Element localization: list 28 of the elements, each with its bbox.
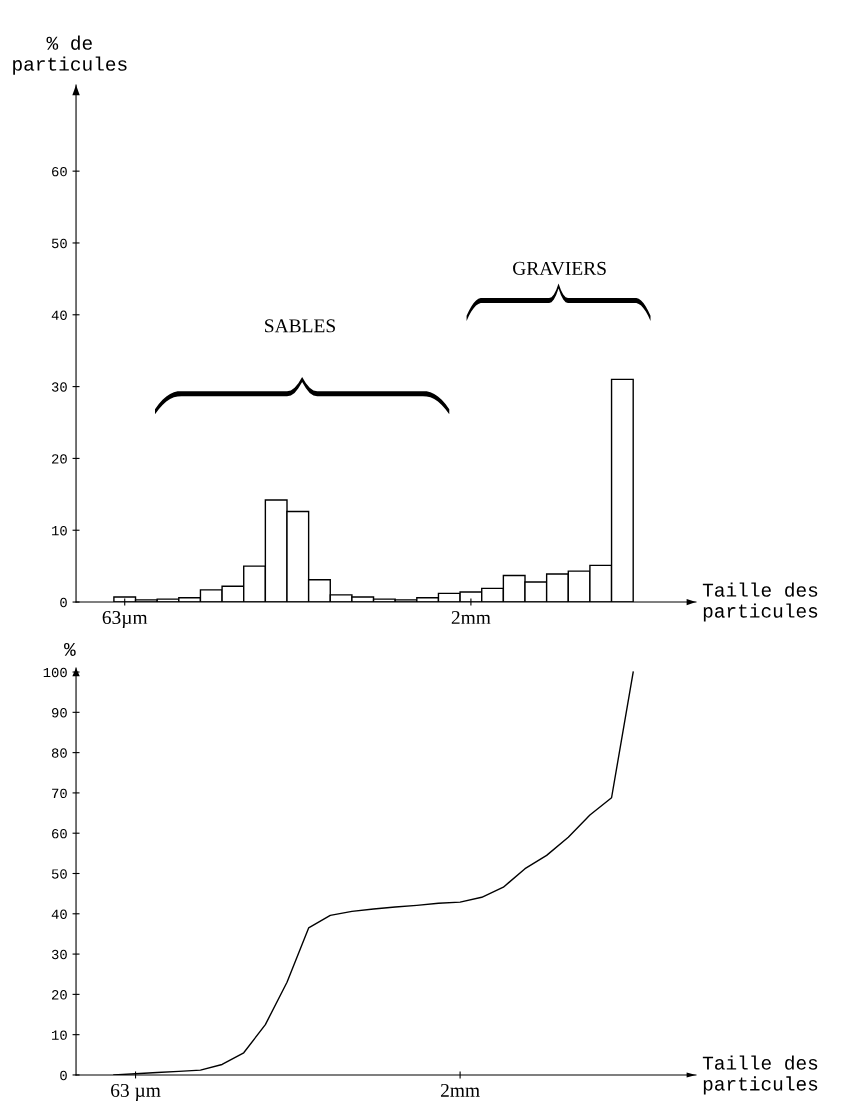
- y-tick-label: 50: [51, 869, 67, 879]
- y-tick-label: 20: [52, 990, 67, 1000]
- y-tick-label: 10: [52, 525, 67, 536]
- x-axis-title: Taille des particules: [702, 1055, 818, 1095]
- annotation: SABLES: [265, 319, 335, 333]
- x-tick-label: 2mm: [451, 610, 491, 624]
- x-axis-title: Taille des particules: [702, 582, 818, 622]
- x-tick-label: 63 µm: [111, 1083, 161, 1101]
- y-tick-label: 90: [51, 708, 67, 718]
- annotation: GRAVIERS: [513, 261, 606, 276]
- y-axis-title: % de particules: [13, 35, 127, 75]
- y-tick-label: 30: [51, 949, 67, 960]
- y-tick-label: 50: [51, 238, 67, 249]
- y-tick-label: 100: [43, 667, 67, 678]
- y-tick-label: 10: [52, 1030, 67, 1040]
- y-tick-label: 30: [51, 382, 67, 392]
- y-tick-label: 20: [52, 454, 67, 464]
- y-tick-label: 70: [52, 788, 67, 799]
- y-tick-label: 0: [60, 1070, 67, 1081]
- x-tick-label: 2mm: [440, 1083, 480, 1097]
- y-tick-label: 0: [60, 597, 67, 608]
- y-tick-label: 40: [51, 909, 67, 919]
- y-tick-label: 40: [51, 310, 67, 320]
- x-tick-label: 63µm: [102, 610, 148, 629]
- y-axis-title: %: [64, 642, 76, 656]
- y-tick-label: 60: [52, 166, 67, 177]
- y-tick-label: 80: [51, 748, 67, 758]
- y-tick-label: 60: [52, 828, 67, 839]
